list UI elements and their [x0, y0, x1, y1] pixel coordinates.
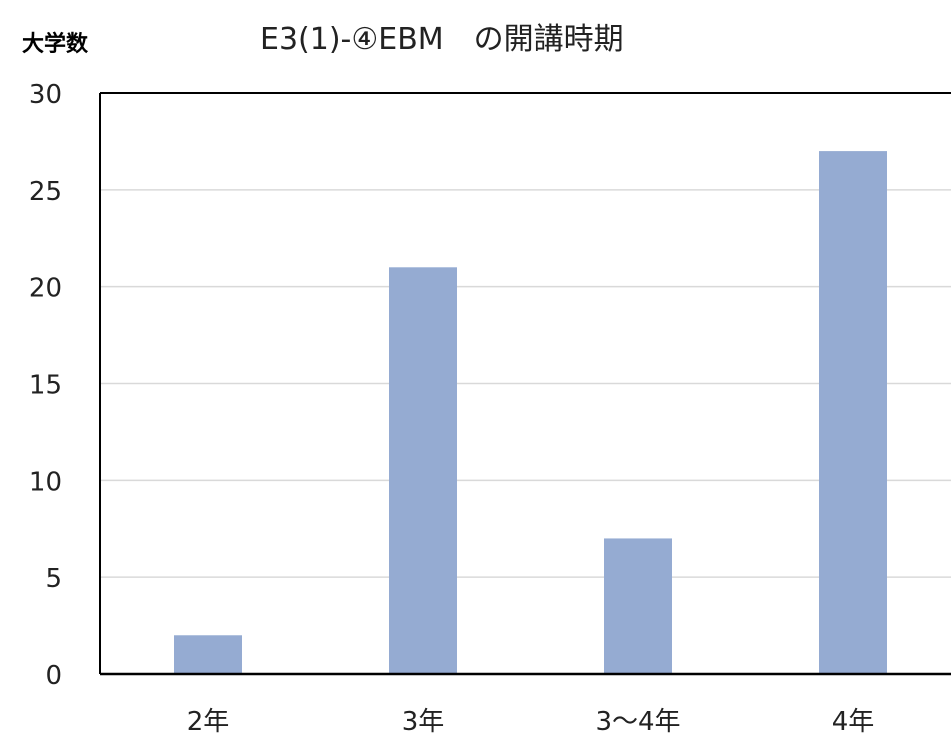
- y-tick-label: 5: [45, 564, 62, 594]
- y-tick-label: 30: [29, 80, 62, 110]
- y-tick-label: 15: [29, 371, 62, 401]
- y-axis-label: 大学数: [22, 32, 89, 57]
- x-tick-label: 3〜4年: [595, 707, 680, 737]
- y-tick-labels: 0 5 10 15 20 25 30: [29, 80, 62, 691]
- gridlines: [100, 189, 951, 578]
- chart-title: E3(1)-④EBM の開講時期: [260, 22, 624, 57]
- bar: [819, 151, 887, 675]
- x-tick-label: 3年: [402, 707, 445, 737]
- bar: [604, 538, 672, 674]
- y-tick-label: 20: [29, 274, 62, 304]
- bar: [389, 267, 457, 674]
- y-tick-label: 0: [45, 661, 62, 691]
- bar: [174, 635, 242, 674]
- x-tick-labels: 2年 3年 3〜4年 4年: [187, 707, 875, 737]
- y-tick-label: 10: [29, 467, 62, 497]
- x-tick-label: 4年: [832, 707, 875, 737]
- bars: [174, 151, 887, 675]
- axes: [99, 92, 951, 676]
- y-tick-label: 25: [29, 177, 62, 207]
- x-tick-label: 2年: [187, 707, 230, 737]
